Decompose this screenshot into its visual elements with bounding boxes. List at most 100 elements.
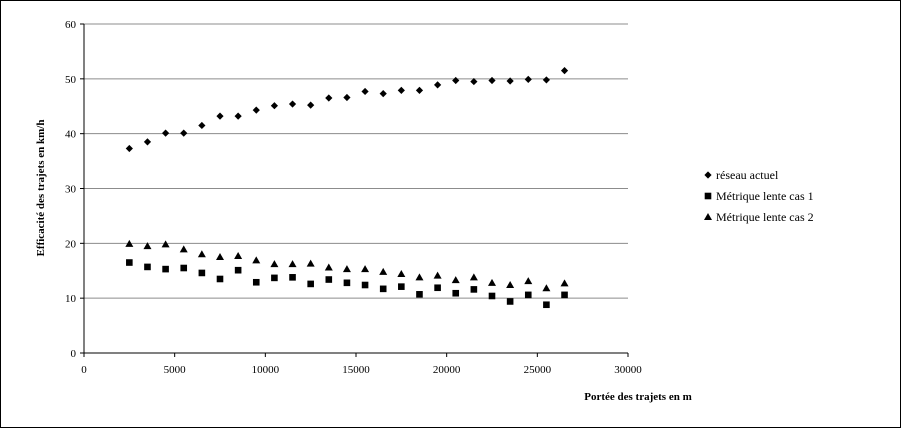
- data-point-s2-7: [252, 256, 261, 264]
- data-point-s0-1: [143, 138, 152, 146]
- data-point-s1-4: [198, 269, 206, 277]
- data-point-s0-14: [379, 90, 387, 98]
- data-point-s1-15: [398, 283, 405, 290]
- data-point-s2-1: [143, 242, 152, 250]
- x-tick-label-6: 30000: [614, 364, 642, 376]
- series-2: [125, 239, 569, 292]
- data-point-s2-8: [270, 260, 279, 268]
- legend-marker-0: [704, 171, 712, 179]
- legend-label-0: réseau actuel: [716, 168, 779, 182]
- data-point-s0-16: [415, 86, 424, 94]
- data-point-s0-8: [270, 102, 278, 110]
- data-point-s2-3: [179, 245, 188, 253]
- data-point-s1-12: [343, 279, 351, 287]
- data-point-s2-12: [342, 265, 351, 273]
- data-point-s1-11: [325, 276, 333, 283]
- legend-label-1: Métrique lente cas 1: [716, 189, 814, 203]
- legend-marker-2: [704, 213, 712, 220]
- y-tick-label-5: 50: [65, 74, 77, 86]
- data-point-s0-19: [470, 77, 478, 86]
- data-point-s2-4: [197, 250, 206, 258]
- data-point-s1-2: [162, 265, 169, 273]
- data-point-s0-17: [434, 81, 442, 89]
- data-point-s0-5: [216, 112, 224, 120]
- data-point-s2-18: [451, 276, 460, 284]
- x-tick-label-0: 0: [81, 364, 87, 376]
- y-axis-title: Efficacité des trajets en km/h: [35, 120, 47, 257]
- data-point-s1-13: [361, 281, 369, 289]
- gridlines: [84, 23, 628, 299]
- data-point-s2-10: [306, 259, 315, 267]
- data-point-s0-13: [361, 87, 369, 96]
- data-point-s2-6: [234, 251, 243, 259]
- data-point-s1-0: [126, 259, 133, 266]
- data-point-s2-20: [488, 278, 496, 286]
- data-point-s2-14: [379, 267, 388, 275]
- data-point-s1-17: [434, 284, 441, 292]
- data-point-s1-21: [506, 298, 514, 305]
- data-point-s2-23: [542, 284, 551, 292]
- data-point-s1-20: [488, 292, 496, 300]
- data-point-s0-20: [488, 76, 496, 85]
- data-point-s0-6: [234, 112, 242, 120]
- y-tick-label-1: 10: [65, 293, 77, 305]
- data-point-s2-21: [506, 281, 515, 289]
- data-point-s2-15: [397, 270, 406, 278]
- data-point-s2-19: [469, 273, 478, 281]
- data-point-s1-1: [144, 263, 151, 271]
- data-point-s0-4: [198, 121, 206, 130]
- data-point-s0-23: [542, 76, 550, 84]
- x-tick-label-2: 10000: [252, 364, 280, 376]
- data-point-s0-3: [180, 129, 188, 137]
- data-point-s2-24: [560, 279, 569, 287]
- data-point-s0-11: [325, 94, 333, 102]
- data-point-s1-6: [234, 266, 242, 274]
- data-point-s0-7: [252, 106, 260, 114]
- data-point-s2-2: [161, 240, 170, 248]
- data-point-s0-0: [125, 144, 133, 153]
- y-tick-label-3: 30: [65, 184, 77, 196]
- data-point-s2-0: [125, 239, 134, 247]
- data-point-s1-7: [252, 278, 260, 286]
- data-point-s1-22: [524, 291, 532, 299]
- data-point-s0-21: [506, 77, 514, 85]
- data-point-s1-23: [543, 301, 550, 309]
- data-point-s1-8: [271, 274, 278, 282]
- legend: réseau actuel Métrique lente cas 1 Métriqu…: [704, 168, 814, 224]
- data-point-s1-18: [452, 289, 460, 297]
- data-point-s1-14: [379, 285, 387, 293]
- y-axis-ticks: 0 10 20 30 40 50 60: [65, 19, 84, 360]
- data-point-s1-10: [307, 280, 314, 288]
- data-point-s1-5: [216, 275, 224, 283]
- data-point-s2-16: [415, 273, 424, 281]
- data-point-s2-5: [216, 253, 224, 261]
- series-1: [126, 259, 568, 309]
- data-point-s1-19: [470, 286, 478, 293]
- y-tick-label-2: 20: [65, 238, 77, 250]
- x-tick-label-4: 20000: [433, 364, 461, 376]
- data-point-s0-12: [343, 93, 351, 102]
- data-point-s0-10: [307, 101, 315, 109]
- x-tick-label-1: 5000: [164, 364, 187, 376]
- x-axis-title: Portée des trajets en m: [584, 391, 692, 403]
- data-points: [125, 67, 569, 309]
- data-point-s0-22: [524, 75, 532, 83]
- data-point-s0-2: [162, 129, 170, 137]
- data-point-s1-16: [416, 291, 423, 298]
- data-point-s2-22: [524, 277, 533, 285]
- data-point-s1-9: [289, 274, 296, 281]
- x-tick-label-5: 25000: [524, 364, 552, 376]
- data-point-s0-15: [397, 86, 405, 94]
- data-point-s0-18: [452, 76, 460, 85]
- y-tick-label-0: 0: [71, 348, 77, 360]
- data-point-s1-24: [561, 291, 568, 299]
- y-tick-label-6: 60: [65, 19, 77, 31]
- x-tick-label-3: 15000: [342, 364, 370, 376]
- series-0: [125, 67, 569, 153]
- y-tick-label-4: 40: [65, 129, 77, 141]
- legend-label-2: Métrique lente cas 2: [716, 210, 814, 224]
- data-point-s2-11: [324, 263, 333, 271]
- data-point-s2-17: [433, 271, 442, 279]
